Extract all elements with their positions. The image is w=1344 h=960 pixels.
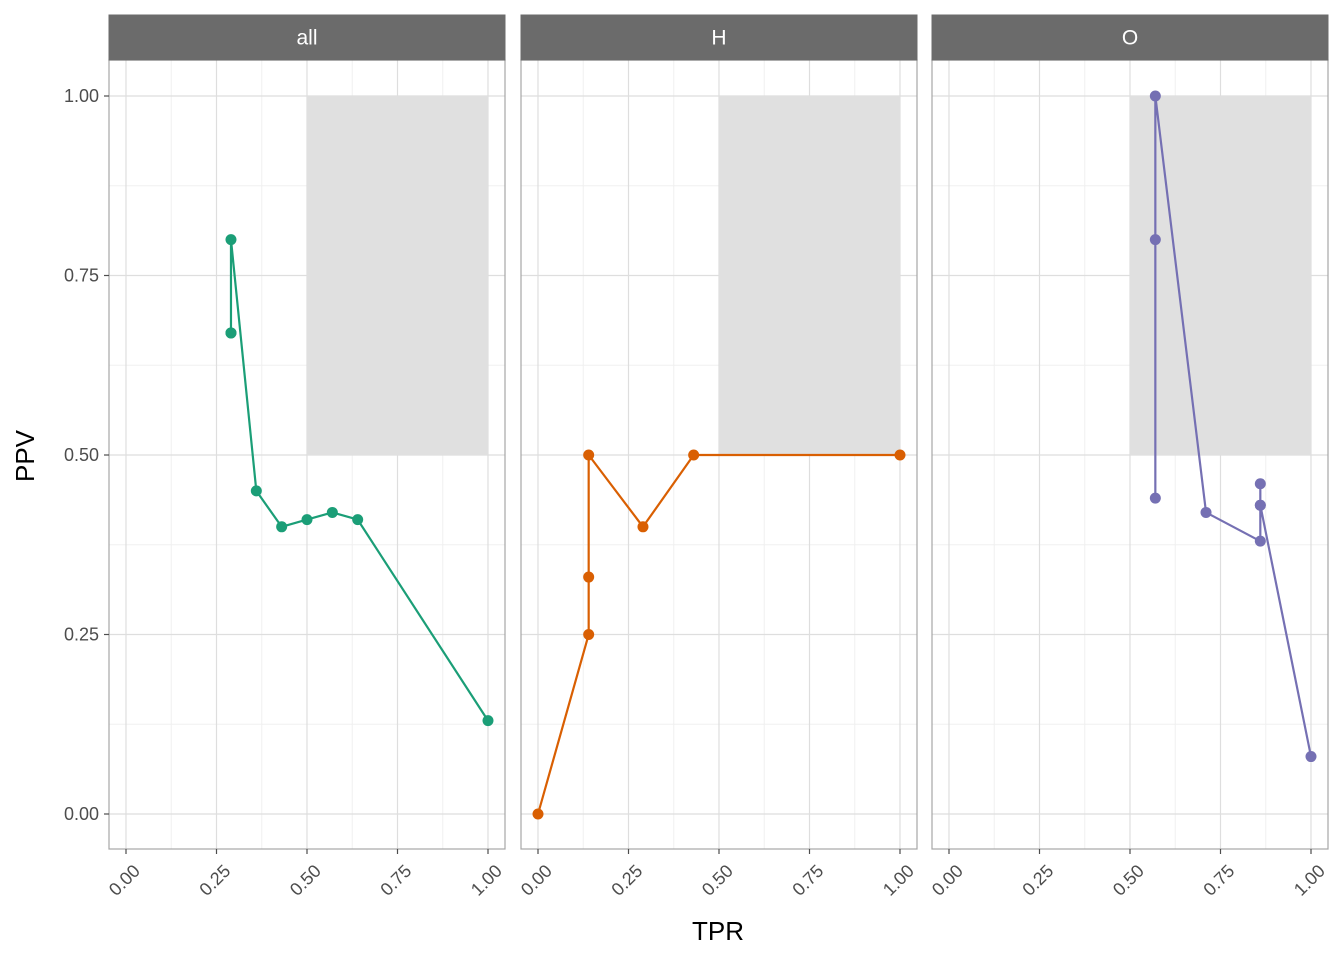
- x-tick-label: 0.75: [788, 861, 827, 900]
- data-point: [583, 449, 595, 461]
- data-point: [583, 629, 595, 640]
- x-tick-label: 0.75: [376, 861, 415, 900]
- y-axis-title: PPV: [10, 429, 40, 482]
- data-point: [1149, 90, 1161, 102]
- data-point: [637, 521, 649, 533]
- x-tick-label: 0.25: [607, 861, 646, 900]
- data-point: [225, 327, 237, 339]
- data-point: [301, 514, 313, 526]
- y-tick-label: 0.75: [64, 266, 99, 286]
- x-tick-label: 1.00: [879, 861, 918, 900]
- target-region: [1130, 96, 1311, 455]
- facet-strip: [520, 14, 918, 61]
- panel-h: H 0.00 0.25 0.50 0.75 1.00: [517, 14, 918, 900]
- data-point: [1254, 478, 1266, 490]
- facet-strip: [931, 14, 1329, 61]
- facet-strip: [108, 14, 506, 61]
- x-axis-title: TPR: [692, 916, 744, 946]
- panel-all: all 0.00 0.25 0.50 0.75 1.00: [105, 14, 506, 900]
- y-tick-label: 0.25: [64, 625, 99, 645]
- data-point: [352, 514, 364, 526]
- data-point: [250, 485, 262, 497]
- data-point: [1254, 535, 1266, 547]
- x-tick-label: 1.00: [1290, 861, 1329, 900]
- data-point: [1200, 506, 1212, 518]
- facet-label: O: [1122, 27, 1138, 50]
- facet-label: all: [296, 27, 317, 50]
- data-point: [1254, 499, 1266, 511]
- data-point: [1305, 751, 1317, 763]
- x-tick-label: 1.00: [467, 861, 506, 900]
- data-point: [583, 571, 595, 583]
- data-point: [894, 449, 906, 461]
- x-tick-label: 0.50: [698, 861, 737, 900]
- y-axis: 0.00 0.25 0.50 0.75 1.00: [64, 86, 109, 824]
- data-point: [688, 449, 700, 461]
- facet-label: H: [711, 27, 726, 50]
- y-tick-label: 0.50: [64, 445, 99, 465]
- data-point: [326, 506, 338, 518]
- x-tick-label: 0.00: [928, 861, 967, 900]
- data-point: [276, 521, 288, 533]
- x-tick-label: 0.25: [195, 861, 234, 900]
- data-point: [482, 715, 494, 727]
- x-tick-label: 0.00: [517, 861, 556, 900]
- data-point: [1149, 234, 1161, 246]
- x-tick-label: 0.50: [1109, 861, 1148, 900]
- data-point: [1149, 492, 1161, 504]
- data-point: [225, 234, 237, 246]
- x-tick-label: 0.50: [286, 861, 325, 900]
- target-region: [719, 96, 900, 455]
- y-tick-label: 1.00: [64, 86, 99, 106]
- x-tick-label: 0.25: [1018, 861, 1057, 900]
- x-tick-label: 0.75: [1199, 861, 1238, 900]
- x-tick-label: 0.00: [105, 861, 144, 900]
- target-region: [307, 96, 488, 455]
- data-point: [532, 808, 544, 820]
- y-tick-label: 0.00: [64, 804, 99, 824]
- panel-o: O 0.00 0.25 0.50 0.75 1.00: [928, 14, 1329, 900]
